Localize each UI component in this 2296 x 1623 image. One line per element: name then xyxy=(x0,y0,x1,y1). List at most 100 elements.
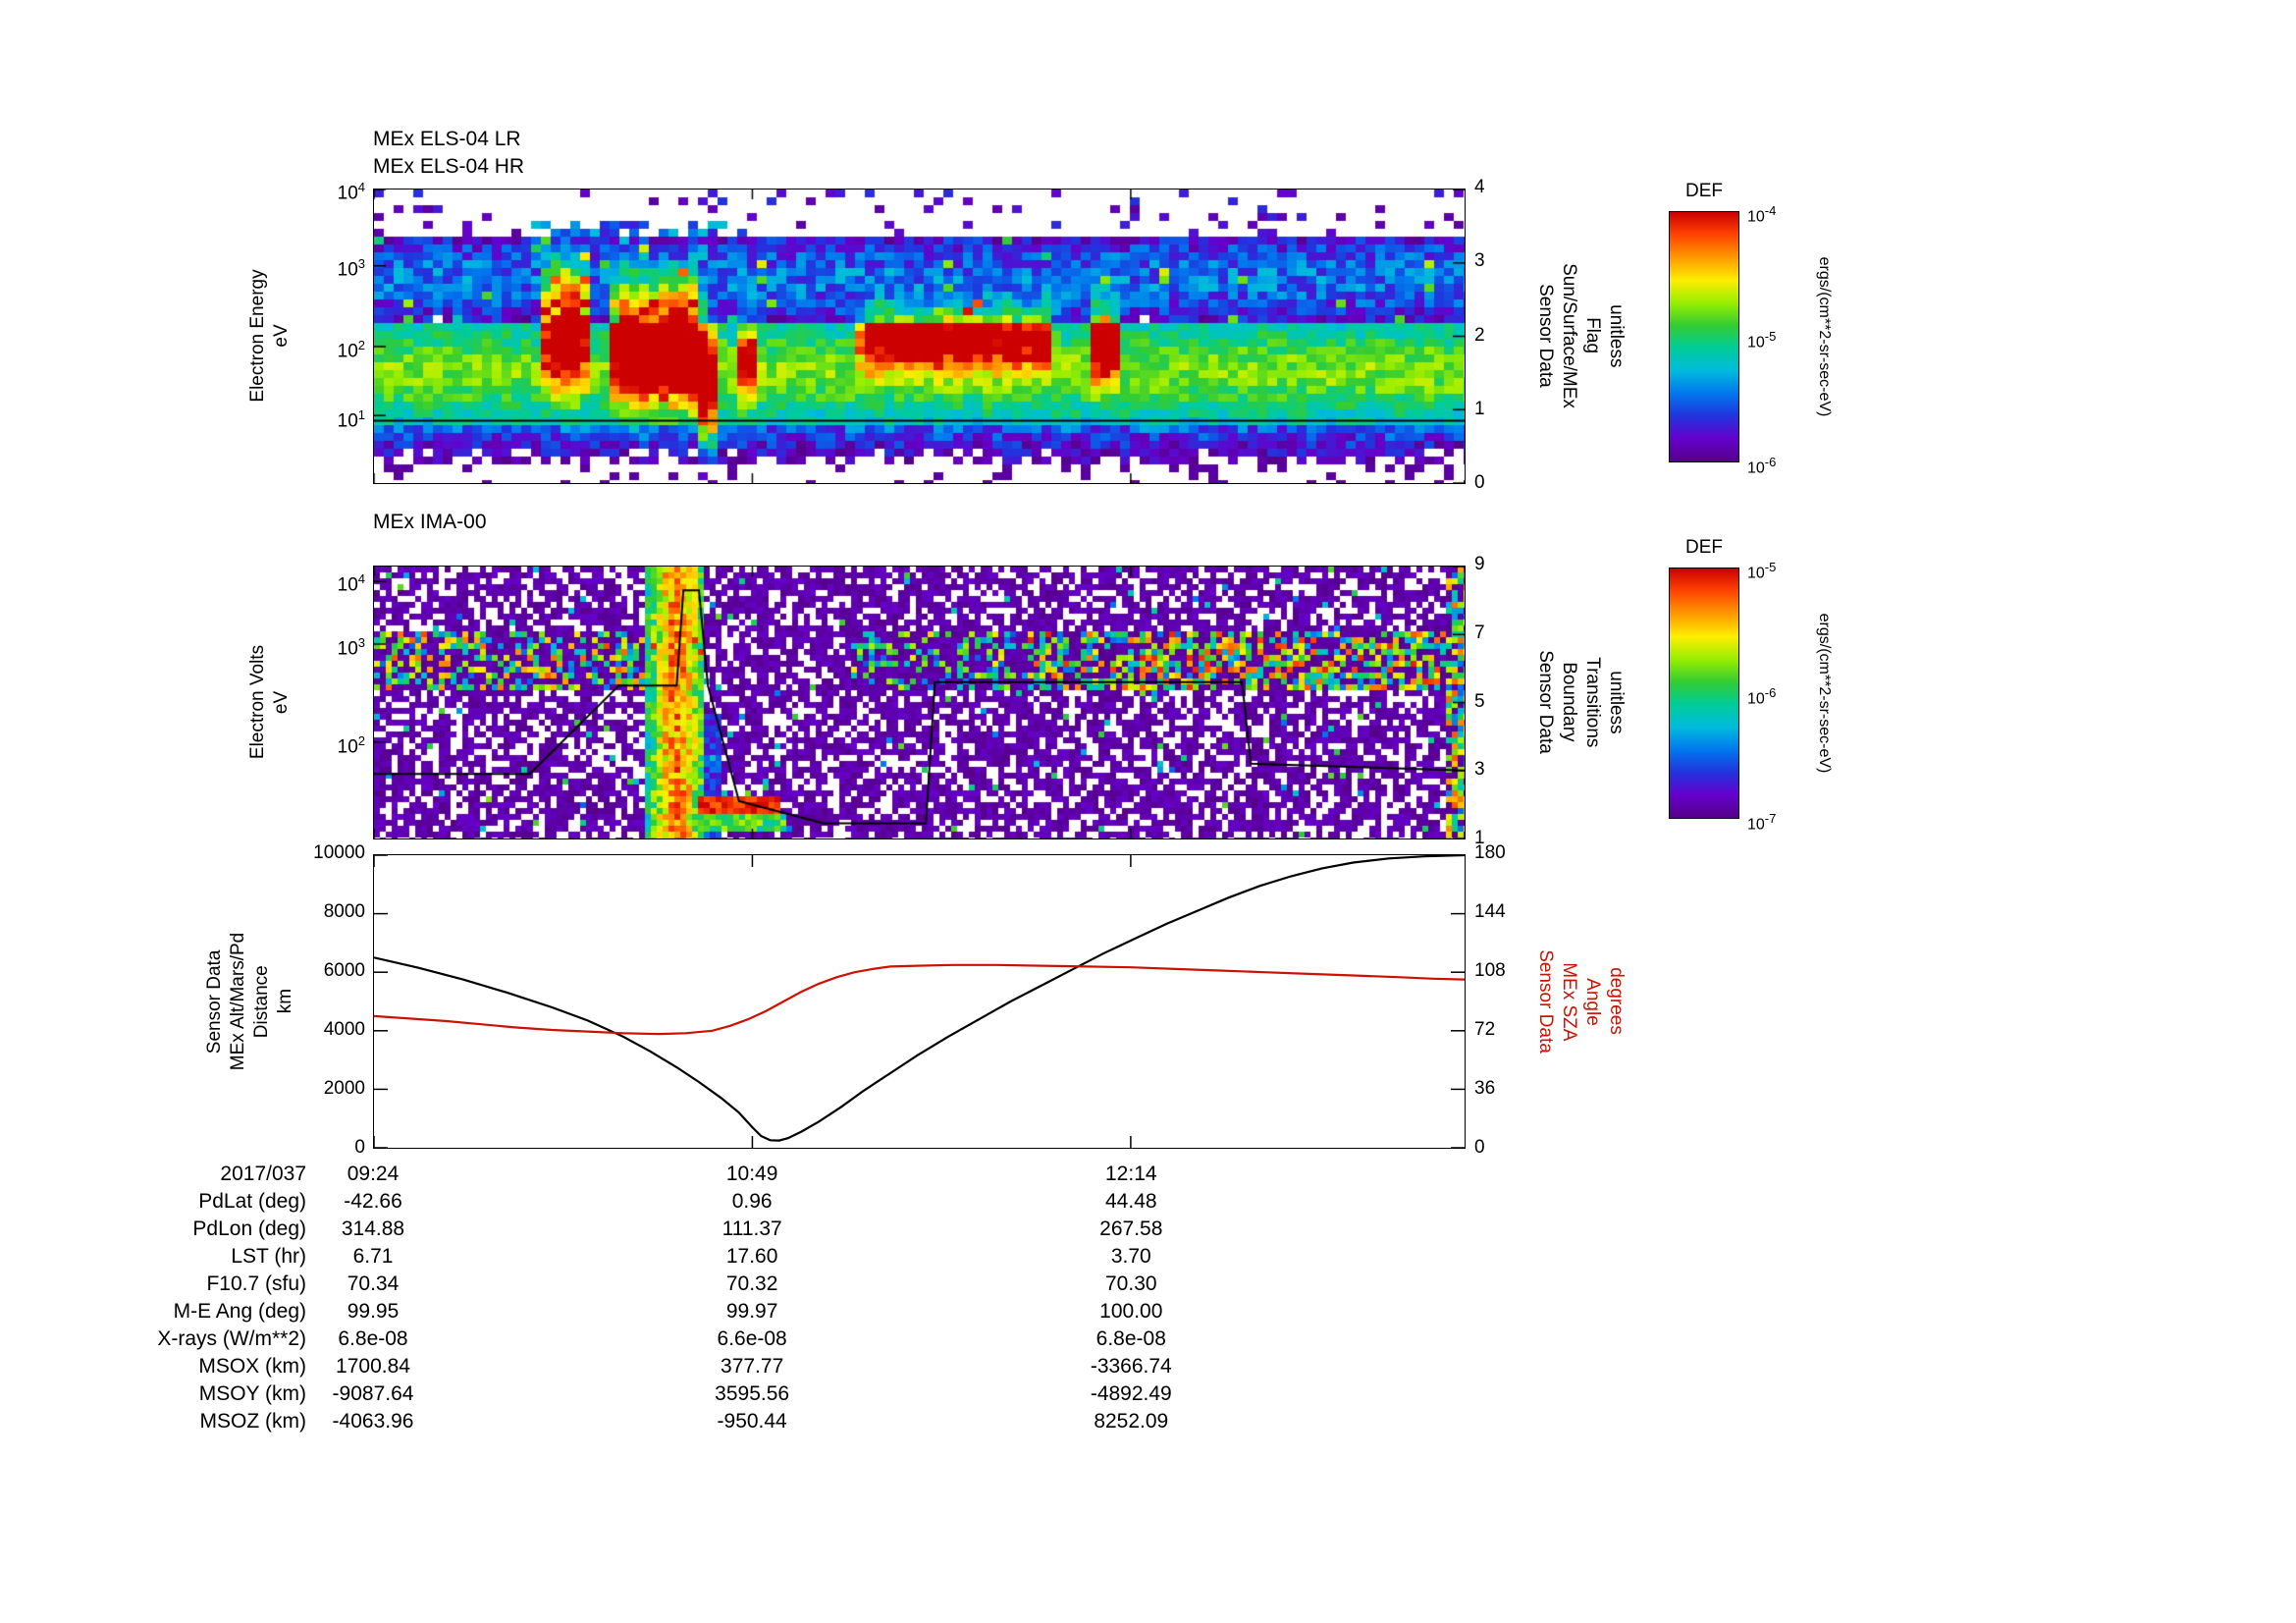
axis-label-line: Transitions xyxy=(1582,656,1603,748)
table-row-label: M-E Ang (deg) xyxy=(173,1300,306,1323)
table-row-label: F10.7 (sfu) xyxy=(206,1272,306,1295)
axis-label-line: MEx SZA xyxy=(1559,961,1579,1042)
colorbar-tick-label: 10-4 xyxy=(1747,203,1777,226)
y-tick-label: 104 xyxy=(337,571,365,596)
table-cell: 6.71 xyxy=(352,1245,394,1268)
table-cell: 100.00 xyxy=(1099,1300,1163,1323)
els-right-axis-label: Sensor Data Sun/Surface/MEx Flag unitles… xyxy=(1533,263,1628,408)
table-cell: 44.48 xyxy=(1105,1190,1157,1213)
table-cell: 6.8e-08 xyxy=(338,1327,408,1350)
axis-label-line: unitless xyxy=(1606,670,1627,734)
table-row-label: MSOX (km) xyxy=(198,1355,306,1378)
right-axis-tick-label: 72 xyxy=(1474,1019,1496,1040)
right-axis-tick-label: 3 xyxy=(1474,759,1485,781)
table-cell: 3.70 xyxy=(1110,1245,1151,1268)
ima-spectrogram-panel xyxy=(373,566,1466,839)
axis-label-line: Sun/Surface/MEx xyxy=(1559,263,1579,408)
table-cell: 1700.84 xyxy=(336,1355,410,1378)
y-tick-label: 2000 xyxy=(323,1078,365,1099)
els-panel-titles: MEx ELS-04 LR MEx ELS-04 HR xyxy=(373,126,524,181)
x-axis-tick-label: 10:49 xyxy=(725,1163,778,1185)
axis-label-line: Boundary xyxy=(1559,662,1579,742)
table-cell: 70.30 xyxy=(1105,1272,1157,1295)
table-cell: -4063.96 xyxy=(332,1410,414,1433)
right-axis-tick-label: 1 xyxy=(1474,398,1485,419)
table-cell: 0.96 xyxy=(731,1190,773,1213)
y-tick-label: 6000 xyxy=(323,960,365,981)
table-cell: -9087.64 xyxy=(332,1382,414,1405)
table-row-label: PdLon (deg) xyxy=(192,1217,306,1240)
table-cell: -3366.74 xyxy=(1090,1355,1172,1378)
x-axis-tick-label: 12:14 xyxy=(1105,1163,1157,1185)
y-tick-label: 101 xyxy=(337,406,365,432)
axis-label-line: Sensor Data xyxy=(1535,650,1556,754)
x-axis-tick-label: 09:24 xyxy=(347,1163,400,1185)
ephemeris-line-svg xyxy=(374,855,1465,1148)
line-left-axis-label: Sensor Data MEx Alt/Mars/Pd Distance km xyxy=(203,933,297,1070)
colorbar-tick-label: 10-5 xyxy=(1747,560,1777,582)
right-axis-tick-label: 4 xyxy=(1474,177,1485,197)
els-colorbar-unit-label: ergs/(cm**2-sr-sec-eV) xyxy=(1816,256,1833,417)
table-cell: 267.58 xyxy=(1099,1217,1163,1240)
right-axis-tick-label: 9 xyxy=(1474,554,1485,574)
y-tick-label: 0 xyxy=(354,1137,365,1158)
right-axis-tick-label: 3 xyxy=(1474,250,1485,272)
y-tick-label: 104 xyxy=(337,180,365,204)
table-cell: -42.66 xyxy=(344,1190,402,1213)
right-axis-tick-label: 36 xyxy=(1474,1078,1496,1099)
table-cell: 6.6e-08 xyxy=(717,1327,787,1350)
table-row-label: X-rays (W/m**2) xyxy=(157,1327,306,1350)
table-cell: 8252.09 xyxy=(1094,1410,1169,1433)
table-cell: 111.37 xyxy=(721,1217,782,1240)
axis-label-line: Sensor Data xyxy=(1535,949,1556,1054)
y-tick-label: 102 xyxy=(337,732,365,758)
table-cell: 70.34 xyxy=(347,1272,400,1295)
axis-label-line: MEx Alt/Mars/Pd xyxy=(228,932,248,1071)
ima-spectrogram-canvas xyxy=(374,567,1465,839)
els-spectrogram-canvas xyxy=(374,189,1465,483)
right-axis-tick-label: 2 xyxy=(1474,324,1485,346)
ima-right-axis-label: Sensor Data Boundary Transitions unitles… xyxy=(1533,650,1628,754)
table-cell: 99.95 xyxy=(347,1300,400,1323)
axis-label-line: degrees xyxy=(1606,967,1627,1036)
table-cell: -950.44 xyxy=(717,1410,787,1433)
els-title-lr: MEx ELS-04 LR xyxy=(373,128,521,150)
axis-label-line: Sensor Data xyxy=(1535,284,1556,388)
axis-label-line: Angle xyxy=(1582,977,1603,1026)
els-colorbar-title: DEF xyxy=(1685,181,1723,201)
els-title-hr: MEx ELS-04 HR xyxy=(373,155,525,178)
ephemeris-line-chart xyxy=(373,854,1466,1149)
ima-panel-title: MEx IMA-00 xyxy=(373,509,487,536)
table-cell: 3595.56 xyxy=(715,1382,790,1405)
table-cell: 314.88 xyxy=(341,1217,405,1240)
table-row-label: MSOY (km) xyxy=(198,1382,306,1405)
y-tick-label: 8000 xyxy=(323,901,365,922)
table-row-label: MSOZ (km) xyxy=(199,1410,306,1433)
colorbar-tick-label: 10-5 xyxy=(1747,329,1777,352)
right-axis-tick-label: 5 xyxy=(1474,690,1485,712)
axis-label-line: Flag xyxy=(1582,317,1603,354)
colorbar-tick-label: 10-6 xyxy=(1747,685,1777,708)
ima-colorbar-unit-label: ergs/(cm**2-sr-sec-eV) xyxy=(1816,613,1833,774)
right-axis-tick-label: 7 xyxy=(1474,622,1485,643)
axis-label-line: unitless xyxy=(1606,303,1627,368)
table-date-label: 2017/037 xyxy=(220,1163,306,1185)
right-axis-tick-label: 108 xyxy=(1474,960,1506,981)
right-axis-tick-label: 0 xyxy=(1474,1137,1485,1158)
table-cell: 6.8e-08 xyxy=(1095,1327,1166,1350)
right-axis-tick-label: 1 xyxy=(1474,828,1485,848)
line-right-axis-label-sza: Sensor Data MEx SZA Angle degrees xyxy=(1533,949,1628,1054)
table-cell: 377.77 xyxy=(721,1355,784,1378)
table-cell: -4892.49 xyxy=(1090,1382,1172,1405)
right-axis-tick-label: 144 xyxy=(1474,901,1506,922)
altitude-line xyxy=(374,855,1465,1142)
axis-label-line: km xyxy=(275,989,295,1014)
sza-line xyxy=(374,963,1465,1036)
table-row-label: LST (hr) xyxy=(231,1245,306,1268)
els-colorbar-gradient xyxy=(1669,211,1739,462)
colorbar-tick-label: 10-7 xyxy=(1747,811,1777,834)
y-tick-label: 4000 xyxy=(323,1019,365,1040)
els-spectrogram-panel xyxy=(373,189,1466,484)
y-tick-label: 102 xyxy=(337,338,365,362)
